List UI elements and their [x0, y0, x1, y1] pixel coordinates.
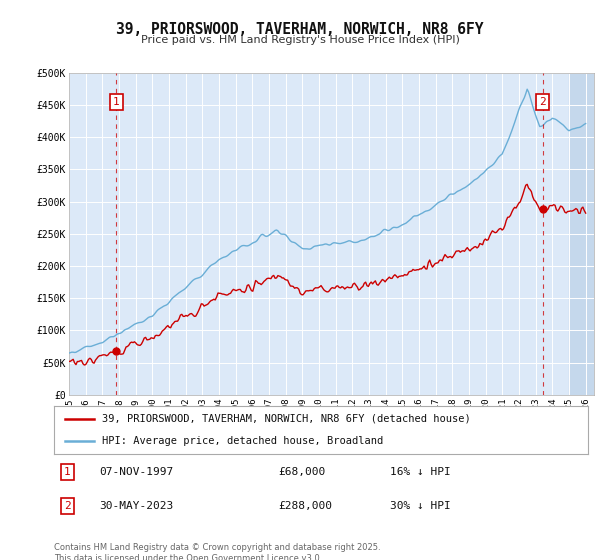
Bar: [569, 73, 594, 395]
Text: 1: 1: [113, 97, 120, 107]
Text: 39, PRIORSWOOD, TAVERHAM, NORWICH, NR8 6FY: 39, PRIORSWOOD, TAVERHAM, NORWICH, NR8 6…: [116, 22, 484, 38]
Text: HPI: Average price, detached house, Broadland: HPI: Average price, detached house, Broa…: [102, 436, 383, 446]
Text: 16% ↓ HPI: 16% ↓ HPI: [391, 467, 451, 477]
Text: 07-NOV-1997: 07-NOV-1997: [100, 467, 173, 477]
Text: 1: 1: [64, 467, 71, 477]
Text: £68,000: £68,000: [278, 467, 326, 477]
Text: 39, PRIORSWOOD, TAVERHAM, NORWICH, NR8 6FY (detached house): 39, PRIORSWOOD, TAVERHAM, NORWICH, NR8 6…: [102, 414, 471, 424]
Text: £288,000: £288,000: [278, 501, 332, 511]
Text: Price paid vs. HM Land Registry's House Price Index (HPI): Price paid vs. HM Land Registry's House …: [140, 35, 460, 45]
Text: 2: 2: [539, 97, 546, 107]
Text: 2: 2: [64, 501, 71, 511]
Text: Contains HM Land Registry data © Crown copyright and database right 2025.
This d: Contains HM Land Registry data © Crown c…: [54, 543, 380, 560]
Bar: [569, 73, 594, 395]
Text: 30% ↓ HPI: 30% ↓ HPI: [391, 501, 451, 511]
Text: 30-MAY-2023: 30-MAY-2023: [100, 501, 173, 511]
